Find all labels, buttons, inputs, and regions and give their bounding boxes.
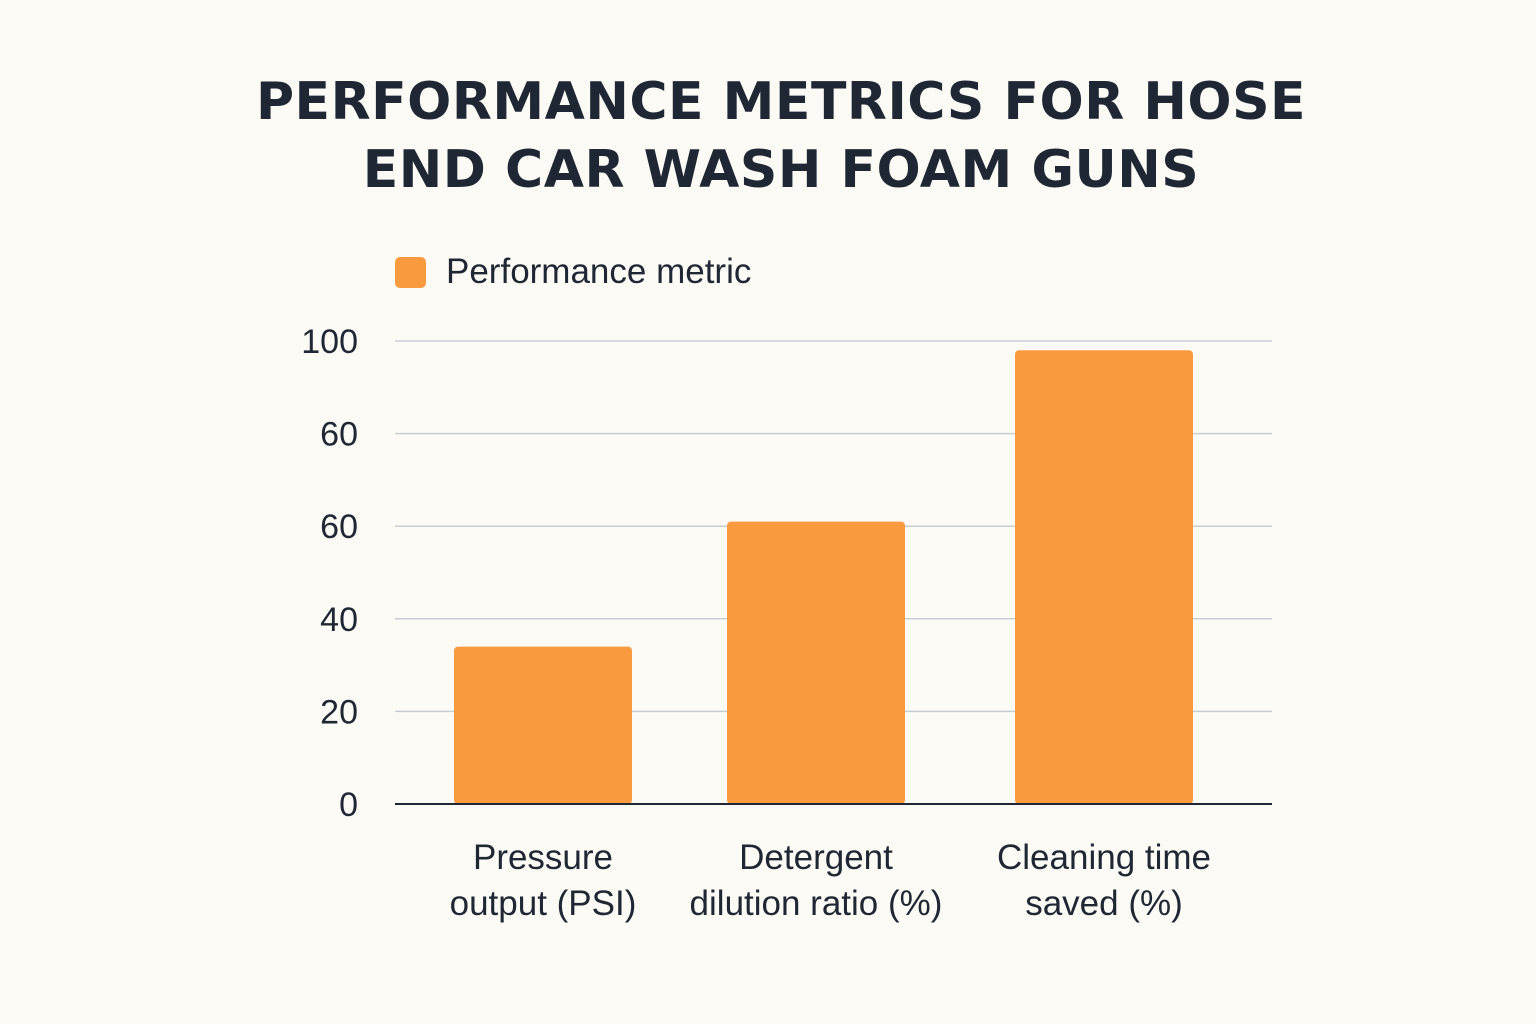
bar bbox=[727, 521, 905, 804]
y-tick-label: 20 bbox=[320, 693, 358, 731]
chart-legend: Performance metric bbox=[395, 252, 751, 292]
legend-swatch bbox=[395, 256, 426, 288]
x-category-label: dilution ratio (%) bbox=[690, 884, 943, 923]
y-tick-label: 100 bbox=[301, 323, 358, 361]
y-tick-label: 60 bbox=[320, 508, 358, 546]
y-tick-label: 0 bbox=[339, 786, 358, 824]
x-category-label: output (PSI) bbox=[450, 884, 637, 923]
chart-title: PERFORMANCE METRICS FOR HOSE END CAR WAS… bbox=[0, 68, 1536, 204]
x-category-label: saved (%) bbox=[1025, 884, 1183, 923]
bar bbox=[1015, 350, 1193, 804]
y-tick-label: 60 bbox=[320, 416, 358, 454]
bar bbox=[454, 646, 632, 804]
y-tick-label: 40 bbox=[320, 601, 358, 639]
x-category-label: Cleaning time bbox=[997, 838, 1211, 877]
bars bbox=[454, 350, 1193, 804]
chart-title-line-2: END CAR WASH FOAM GUNS bbox=[362, 140, 1200, 200]
x-axis-labels: Pressure output (PSI) Detergent dilution ra… bbox=[450, 838, 1211, 923]
x-category-label: Detergent bbox=[739, 838, 893, 877]
chart-title-line-1: PERFORMANCE METRICS FOR HOSE bbox=[255, 72, 1307, 132]
y-axis-ticks: 100 60 60 40 20 0 bbox=[301, 323, 358, 824]
legend-label: Performance metric bbox=[446, 252, 752, 291]
x-category-label: Pressure bbox=[473, 838, 613, 877]
